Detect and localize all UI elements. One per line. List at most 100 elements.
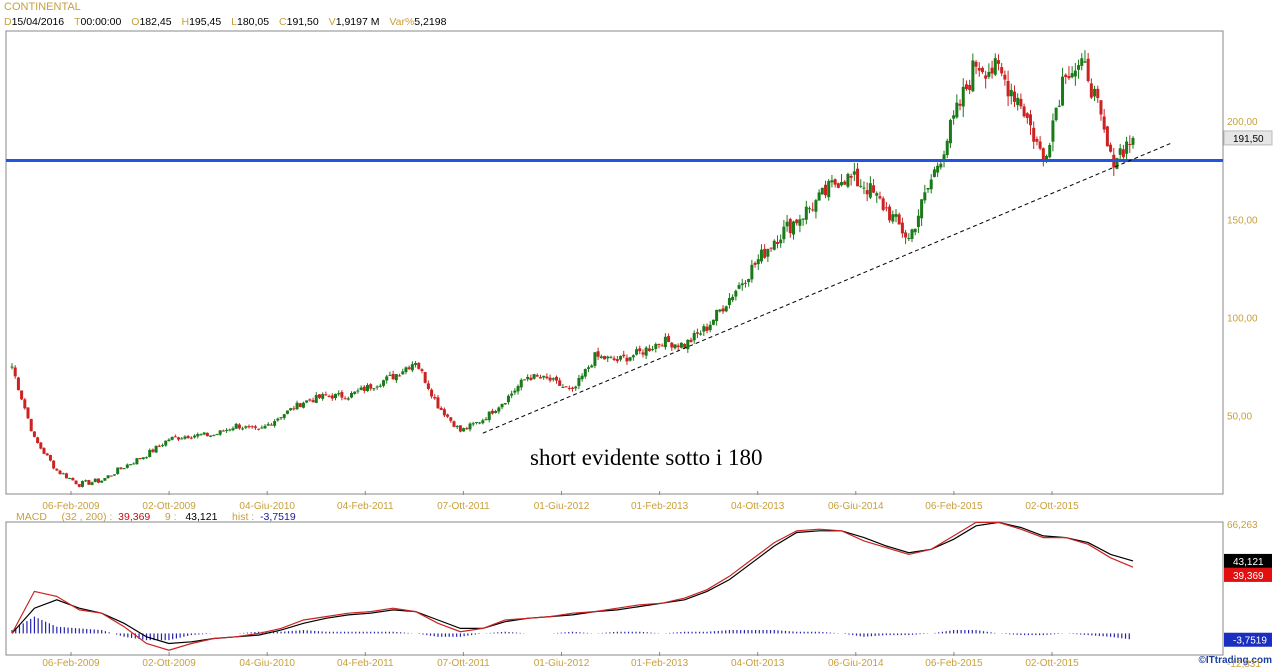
candle-body <box>177 437 181 440</box>
price-x-tick-0: 06-Feb-2009 <box>42 501 100 512</box>
macd-x-tick-10: 02-Ott-2015 <box>1025 658 1079 668</box>
candle-body <box>775 242 779 244</box>
candle-body <box>145 457 149 459</box>
candle-body <box>42 448 46 454</box>
candle-body <box>526 376 530 380</box>
candle-body <box>263 425 267 429</box>
candle-body <box>910 229 914 239</box>
candle-body <box>1093 88 1097 97</box>
candle-body <box>500 403 504 408</box>
candle-body <box>215 434 219 436</box>
candle-body <box>663 336 667 348</box>
candle-body <box>923 192 927 201</box>
candle-body <box>193 435 197 438</box>
candle-body <box>660 345 664 347</box>
candle-body <box>711 319 715 325</box>
candle-body <box>695 332 699 334</box>
ohlc-key-1: T <box>74 16 81 28</box>
candle-body <box>920 199 924 219</box>
candle-body <box>314 395 318 403</box>
ohlc-key-2: O <box>131 16 140 28</box>
candle-body <box>74 480 78 485</box>
macd-value-box-label: 39,369 <box>1233 571 1264 582</box>
macd-legend-signal-value: 43,121 <box>185 511 218 523</box>
candle-body <box>667 336 671 342</box>
candle-body <box>545 376 549 379</box>
candle-body <box>574 386 578 389</box>
candle-body <box>468 423 472 430</box>
candle-body <box>593 352 597 366</box>
candle-body <box>289 408 293 411</box>
macd-legend-name: MACD <box>16 511 47 523</box>
candle-body <box>763 248 767 258</box>
candle-body <box>487 411 491 421</box>
candle-body <box>180 438 184 440</box>
candle-body <box>1035 138 1039 142</box>
candle-body <box>398 375 402 377</box>
candle-body <box>285 410 289 414</box>
ohlc-value-1: 00:00:00 <box>80 16 125 28</box>
macd-line <box>11 521 1134 651</box>
candle-body <box>679 342 683 348</box>
candle-body <box>154 445 158 453</box>
ohlc-value-0: 15/04/2016 <box>11 16 68 28</box>
candle-body <box>561 386 565 388</box>
candle-body <box>48 455 52 461</box>
candle-body <box>442 409 446 416</box>
candle-body <box>699 333 703 335</box>
candle-body <box>157 445 161 447</box>
candle-body <box>462 428 466 432</box>
macd-legend: MACD (32 , 200) : 39,369 9 : 43,121 hist… <box>16 511 296 523</box>
candle-body <box>436 397 440 409</box>
candle-body <box>942 154 946 161</box>
price-x-tick-5: 01-Giu-2012 <box>534 501 590 512</box>
candle-body <box>657 344 661 346</box>
candle-body <box>68 477 72 479</box>
candle-body <box>353 391 357 394</box>
candle-body <box>484 419 488 421</box>
candle-body <box>404 367 408 372</box>
candle-body <box>218 430 222 435</box>
candle-body <box>388 374 392 376</box>
candle-body <box>64 473 68 479</box>
candle-body <box>932 169 936 177</box>
macd-value-box <box>1224 567 1272 582</box>
candle-body <box>881 198 885 211</box>
candle-body <box>260 427 264 429</box>
trendline <box>482 142 1173 434</box>
macd-panel-frame <box>5 521 1224 656</box>
candle-body <box>888 206 892 221</box>
candle-body <box>801 218 805 220</box>
candle-body <box>1012 91 1016 102</box>
candle-body <box>849 175 853 178</box>
candle-body <box>968 84 972 90</box>
candle-body <box>603 356 607 360</box>
candle-body <box>609 356 613 358</box>
candle-body <box>497 407 501 412</box>
candle-body <box>29 418 33 432</box>
candle-body <box>987 71 991 77</box>
candle-body <box>798 219 802 226</box>
candle-body <box>1045 155 1049 162</box>
candle-body <box>359 387 363 390</box>
candle-body <box>551 378 555 380</box>
candle-body <box>80 481 84 487</box>
ohlc-key-0: D <box>4 16 12 28</box>
candle-body <box>394 374 398 381</box>
ohlc-value-3: 195,45 <box>189 16 225 28</box>
candle-body <box>1064 74 1068 78</box>
candle-body <box>692 333 696 341</box>
candle-body <box>583 369 587 377</box>
ohlc-value-5: 191,50 <box>286 16 322 28</box>
candle-body <box>439 407 443 410</box>
candle-body <box>529 377 533 380</box>
macd-legend-hist-label: hist : <box>232 511 255 523</box>
candle-body <box>1083 61 1087 63</box>
candle-body <box>372 388 376 390</box>
ohlc-readout: D15/04/2016 T00:00:00 O182,45 H195,45 L1… <box>4 16 453 28</box>
candle-body <box>859 185 863 187</box>
price-y-tick-0: 200,00 <box>1227 117 1258 128</box>
candle-body <box>103 478 107 481</box>
price-x-tick-10: 02-Ott-2015 <box>1025 501 1079 512</box>
candle-body <box>10 366 14 368</box>
